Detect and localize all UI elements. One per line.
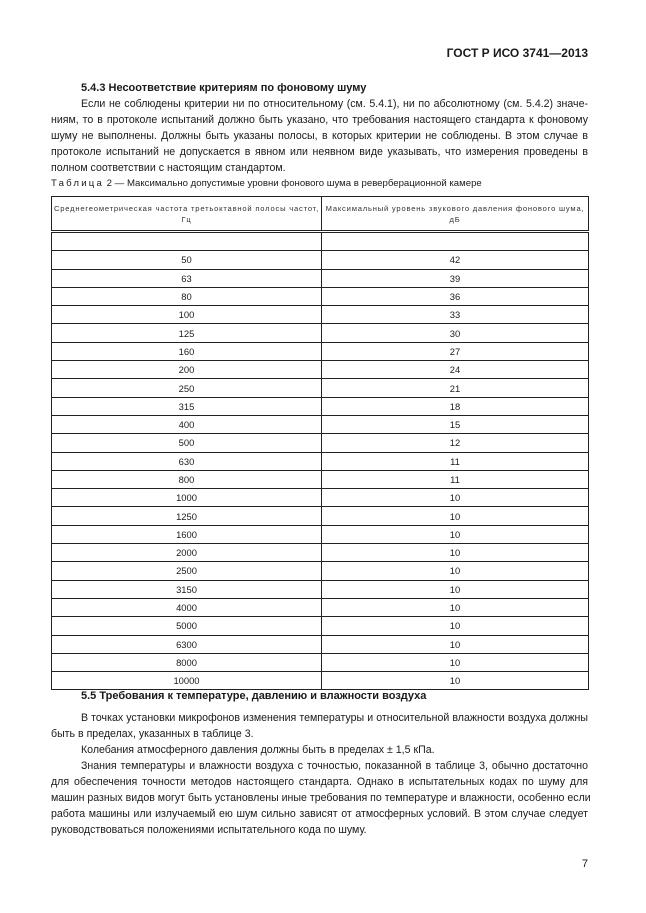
level-cell: 18 [321, 396, 589, 416]
frequency-cell: 630 [51, 451, 322, 471]
level-cell: 21 [321, 378, 589, 398]
level-cell: 10 [321, 616, 589, 636]
table-row: 2000 10 [51, 543, 589, 563]
frequency-cell: 200 [51, 360, 322, 380]
frequency-cell: 160 [51, 341, 322, 362]
table-row: 160 27 [51, 341, 589, 362]
level-cell: 15 [321, 414, 589, 435]
frequency-cell: 5000 [51, 616, 322, 636]
frequency-cell: 400 [51, 414, 322, 435]
frequency-cell: 500 [51, 433, 322, 453]
text-line: руководствоваться положениями испытатель… [51, 824, 367, 836]
frequency-cell: 250 [51, 378, 322, 398]
table-row: 50 42 [51, 250, 589, 270]
frequency-cell: 50 [51, 250, 322, 270]
text-line: В точках установки микрофонов изменения … [81, 712, 588, 724]
level-cell: 10 [321, 524, 589, 545]
text-line: быть в пределах, указанных в таблице 3. [51, 728, 254, 740]
table-row: 315 18 [51, 396, 589, 416]
level-cell: 27 [321, 341, 589, 362]
text-line: протоколе испытаний не допускается в явн… [51, 146, 588, 158]
table-row: 8000 10 [51, 652, 589, 673]
document-header: ГОСТ Р ИСО 3741—2013 [446, 46, 588, 60]
frequency-cell: 10000 [51, 671, 322, 691]
column-header-level: Максимальный уровень звукового давления … [321, 196, 589, 233]
level-cell: 24 [321, 360, 589, 380]
table-row: 10000 10 [51, 671, 589, 691]
table-row: 1250 10 [51, 506, 589, 526]
frequency-cell: 1000 [51, 488, 322, 508]
frequency-cell: 6300 [51, 634, 322, 654]
section-title: 5.5 Требования к температуре, давлению и… [81, 690, 427, 702]
table-row: 80 36 [51, 286, 589, 307]
table-row: 2500 10 [51, 561, 589, 581]
text-line: Знания температуры и влажности воздуха с… [81, 760, 588, 772]
section-5-5: 5.5 Требования к температуре, давлению и… [51, 688, 591, 838]
frequency-cell: 1600 [51, 524, 322, 545]
text-line: для обеспечения точности методов настоящ… [51, 776, 588, 788]
frequency-cell: 315 [51, 396, 322, 416]
frequency-cell: 2500 [51, 561, 322, 581]
frequency-cell: 2000 [51, 543, 322, 563]
level-cell: 10 [321, 561, 589, 581]
frequency-cell: 4000 [51, 597, 322, 618]
frequency-cell: 3150 [51, 579, 322, 599]
table-row: 4000 10 [51, 597, 589, 618]
level-cell: 10 [321, 488, 589, 508]
table-row: 630 11 [51, 451, 589, 471]
level-cell: 36 [321, 286, 589, 307]
text-line: шуму не выполнены. Должны быть указаны п… [51, 130, 588, 142]
table-row: 63 39 [51, 268, 589, 288]
level-cell: 30 [321, 323, 589, 343]
frequency-cell [51, 230, 322, 252]
page-number: 7 [581, 858, 588, 870]
level-cell: 10 [321, 543, 589, 563]
text-line: ниям, то в протоколе испытаний должно бы… [51, 114, 588, 126]
section-title: 5.4.3 Несоответствие критериям по фоново… [81, 82, 367, 94]
level-cell: 39 [321, 268, 589, 288]
table-row: 125 30 [51, 323, 589, 343]
table-row [51, 230, 589, 252]
table-row: 1600 10 [51, 524, 589, 545]
frequency-cell: 1250 [51, 506, 322, 526]
text-line: Если не соблюдены критерии ни по относит… [81, 98, 588, 110]
level-cell: 10 [321, 597, 589, 618]
table-row: 3150 10 [51, 579, 589, 599]
level-cell [321, 230, 589, 252]
text-line: Колебания атмосферного давления должны б… [81, 744, 435, 756]
text-line: машин разных видов могут быть установлен… [51, 792, 591, 804]
table-row: 400 15 [51, 414, 589, 435]
level-cell: 10 [321, 634, 589, 654]
table-row: 100 33 [51, 305, 589, 325]
text-line: работа машины или излучаемый ею шум силь… [51, 808, 588, 820]
table-row: 1000 10 [51, 488, 589, 508]
level-cell: 10 [321, 579, 589, 599]
table-row: 800 11 [51, 469, 589, 490]
frequency-cell: 125 [51, 323, 322, 343]
section-5-4-3: 5.4.3 Несоответствие критериям по фоново… [51, 80, 588, 176]
column-header-frequency: Среднегеометрическая частота третьоктавн… [51, 196, 322, 233]
table-row: 5000 10 [51, 616, 589, 636]
frequency-cell: 100 [51, 305, 322, 325]
level-cell: 33 [321, 305, 589, 325]
frequency-cell: 8000 [51, 652, 322, 673]
frequency-cell: 800 [51, 469, 322, 490]
table-row: 500 12 [51, 433, 589, 453]
level-cell: 10 [321, 652, 589, 673]
level-cell: 10 [321, 506, 589, 526]
table-caption: Таблица 2 — Максимально допустимые уровн… [51, 178, 482, 189]
background-noise-table: Среднегеометрическая частота третьоктавн… [51, 196, 589, 691]
table-row: 6300 10 [51, 634, 589, 654]
level-cell: 11 [321, 451, 589, 471]
text-line: полном соответствии с настоящим стандарт… [51, 162, 286, 174]
table-row: 200 24 [51, 360, 589, 380]
table-row: 250 21 [51, 378, 589, 398]
level-cell: 12 [321, 433, 589, 453]
level-cell: 10 [321, 671, 589, 691]
frequency-cell: 80 [51, 286, 322, 307]
level-cell: 11 [321, 469, 589, 490]
level-cell: 42 [321, 250, 589, 270]
frequency-cell: 63 [51, 268, 322, 288]
